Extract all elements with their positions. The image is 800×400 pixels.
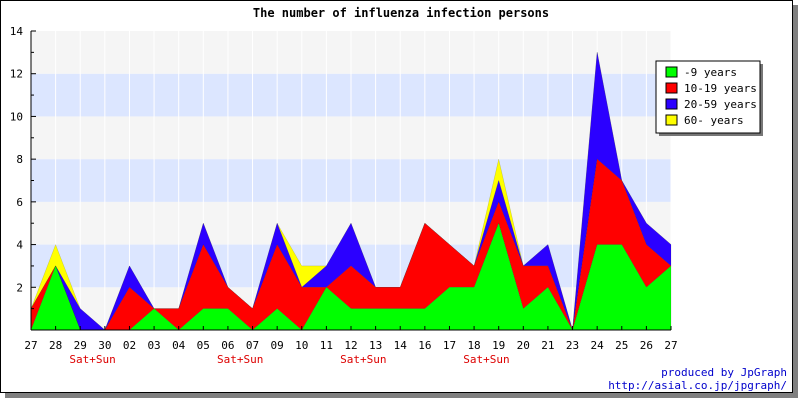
weekend-label: Sat+Sun [463,353,509,366]
x-tick-label: 19 [492,339,505,352]
y-tick-label: 2 [16,281,23,294]
x-tick-label: 25 [615,339,628,352]
chart-frame: The number of influenza infection person… [0,0,793,393]
weekend-label: Sat+Sun [340,353,386,366]
x-tick-label: 12 [344,339,357,352]
x-tick-label: 28 [49,339,62,352]
legend-label: 20-59 years [684,98,757,111]
x-tick-label: 07 [246,339,259,352]
x-tick-label: 14 [394,339,408,352]
y-tick-label: 6 [16,196,23,209]
weekend-labels: Sat+Sun Sat+Sun Sat+Sun Sat+Sun [69,353,509,366]
footer-url: http://asial.co.jp/jpgraph/ [608,379,787,392]
x-tick-label: 27 [24,339,37,352]
legend-swatch [665,66,678,78]
y-tick-label: 10 [10,110,23,123]
weekend-label: Sat+Sun [69,353,115,366]
x-tick-label: 13 [369,339,382,352]
legend-label: 60- years [684,114,744,127]
y-tick-labels: 2 4 6 8 10 12 14 [10,25,24,294]
axes [30,30,672,331]
x-tick-label: 16 [418,339,431,352]
influenza-chart: The number of influenza infection person… [10,6,787,392]
legend: -9 years 10-19 years 20-59 years 60- years [655,60,763,136]
x-tick-label: 03 [147,339,160,352]
y-tick-label: 12 [10,68,23,81]
legend-swatch [665,82,678,94]
x-tick-label: 20 [517,339,530,352]
x-tick-label: 04 [172,339,186,352]
x-tick-label: 23 [566,339,579,352]
stacked-areas [30,52,672,331]
x-tick-label: 30 [98,339,111,352]
x-tick-label: 11 [320,339,333,352]
x-tick-label: 26 [640,339,653,352]
x-tick-label: 29 [74,339,87,352]
x-tick-label: 10 [295,339,308,352]
legend-swatch [665,114,678,126]
x-tick-label: 27 [664,339,677,352]
y-tick-label: 8 [16,153,23,166]
footer-credit: produced by JpGraph [661,366,787,379]
x-tick-label: 24 [591,339,605,352]
legend-swatch [665,98,678,110]
x-tick-label: 09 [271,339,284,352]
legend-label: -9 years [684,66,737,79]
weekend-label: Sat+Sun [217,353,263,366]
x-tick-label: 06 [221,339,234,352]
x-tick-label: 18 [467,339,480,352]
x-tick-label: 02 [123,339,136,352]
legend-label: 10-19 years [684,82,757,95]
y-tick-label: 4 [16,239,23,252]
x-tick-label: 21 [541,339,554,352]
x-tick-label: 17 [443,339,456,352]
y-tick-label: 14 [10,25,24,38]
chart-title: The number of influenza infection person… [253,6,549,20]
x-tick-labels: 27 28 29 30 02 03 04 05 06 07 09 10 11 12 13 14 16 17 18 19… [24,339,677,352]
x-tick-label: 05 [197,339,210,352]
